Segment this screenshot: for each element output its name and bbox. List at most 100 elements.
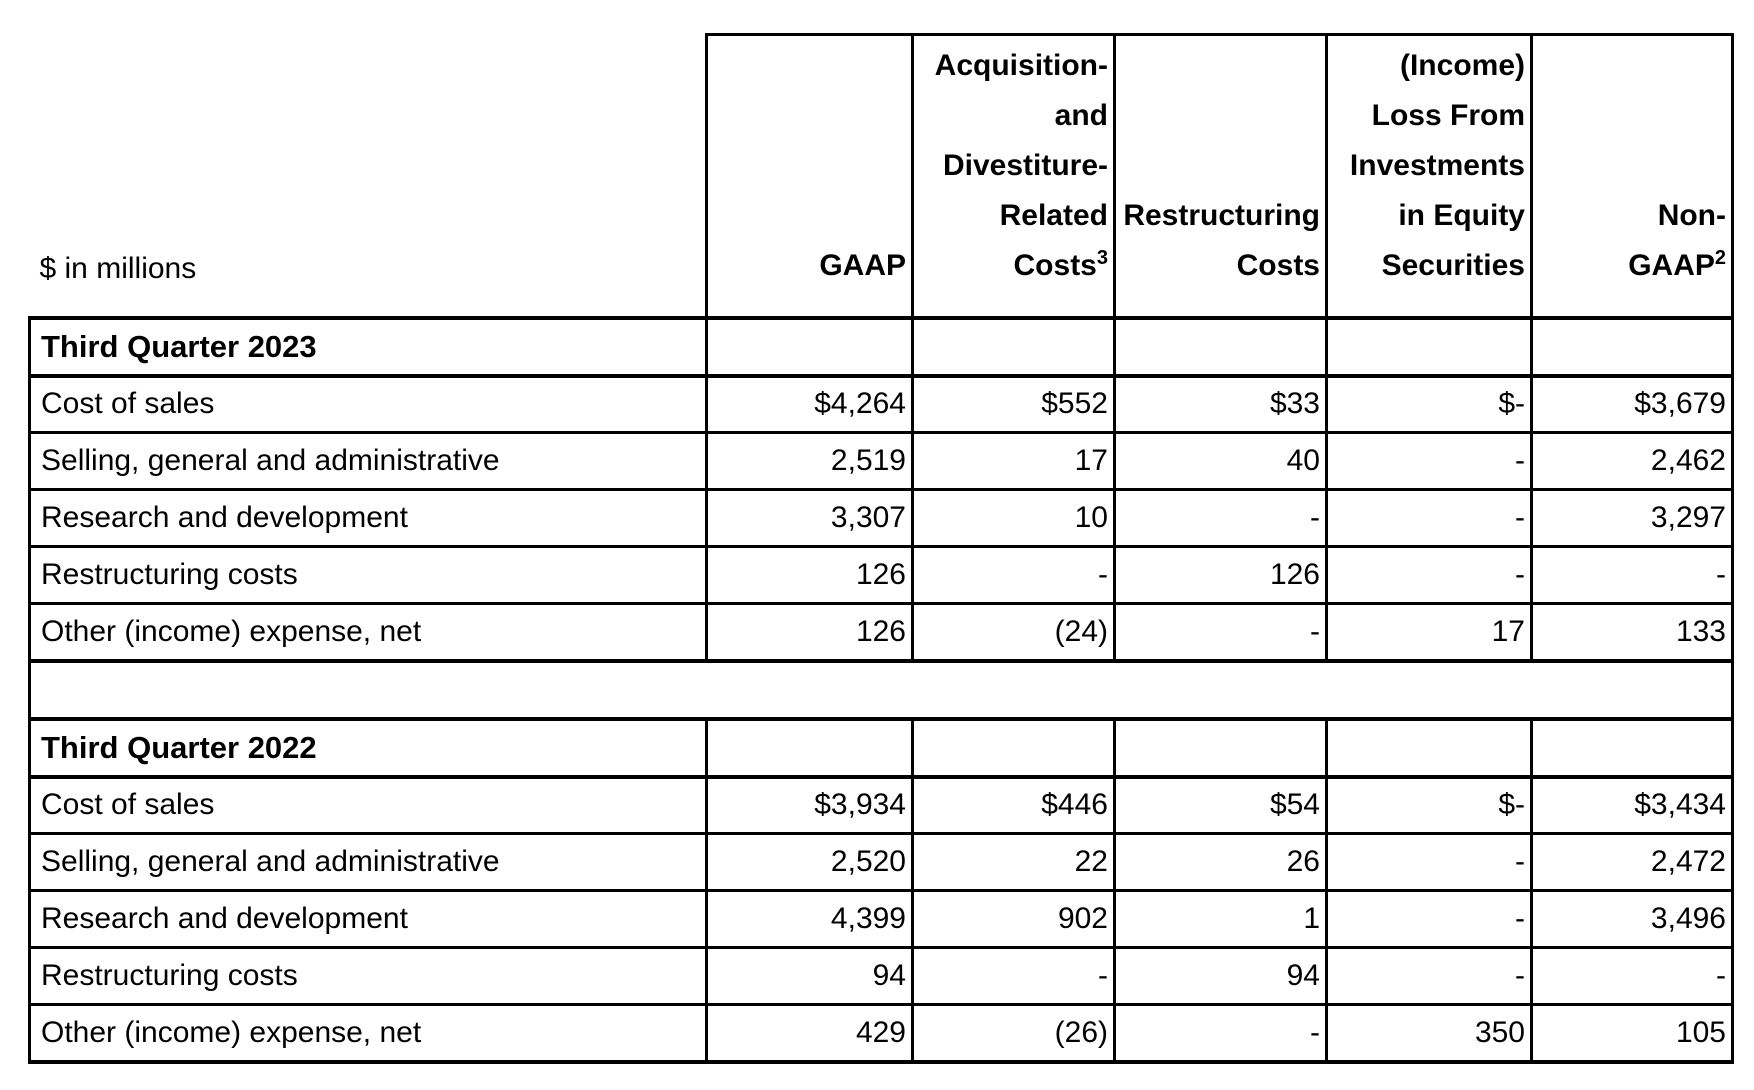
- value-cell: $54: [1113, 775, 1328, 835]
- unit-label: $ in millions: [29, 34, 707, 320]
- section-empty-cell: [705, 315, 914, 378]
- table-row: Cost of sales $3,934 $446 $54 $- $3,434: [28, 775, 1734, 835]
- row-label: Other (income) expense, net: [28, 602, 708, 663]
- section-header-row: Third Quarter 2023: [28, 315, 1734, 378]
- value-cell: 40: [1113, 431, 1328, 491]
- value-cell: $4,264: [705, 374, 914, 434]
- row-label: Other (income) expense, net: [28, 1003, 708, 1064]
- row-label: Selling, general and administrative: [28, 431, 708, 491]
- value-cell: -: [1325, 431, 1533, 491]
- column-header-line: Acquisition-: [934, 48, 1108, 82]
- value-cell: 126: [1113, 545, 1328, 605]
- value-cell: -: [1325, 488, 1533, 548]
- column-header-5: Non- GAAP2: [1530, 33, 1734, 320]
- column-header-line: Restructuring: [1123, 198, 1320, 232]
- table-row: Cost of sales $4,264 $552 $33 $- $3,679: [28, 374, 1734, 434]
- column-header-line: Securities: [1381, 248, 1525, 282]
- section-empty-cell: [1113, 315, 1328, 378]
- value-cell: 22: [911, 832, 1116, 892]
- value-cell: 17: [1325, 602, 1533, 663]
- value-cell: 126: [705, 545, 914, 605]
- value-cell: -: [1325, 889, 1533, 949]
- value-cell: 3,307: [705, 488, 914, 548]
- table-row: Restructuring costs 126-126- -: [28, 545, 1734, 605]
- value-cell: -: [1325, 545, 1533, 605]
- value-cell: 2,520: [705, 832, 914, 892]
- value-cell: 126: [705, 602, 914, 663]
- value-cell: (24): [911, 602, 1116, 663]
- column-header-3: Restructuring Costs: [1113, 33, 1328, 320]
- section-empty-cell: [911, 315, 1116, 378]
- column-header-1: GAAP: [705, 33, 914, 320]
- value-cell: 4,399: [705, 889, 914, 949]
- value-cell: -: [911, 946, 1116, 1006]
- value-cell: $33: [1113, 374, 1328, 434]
- table-row: Selling, general and administrative 2,520…: [28, 832, 1734, 892]
- column-header-line: Costs: [1236, 248, 1320, 282]
- table-row: Other (income) expense, net 429 (26) -350 10…: [28, 1003, 1734, 1064]
- value-cell: -: [1530, 946, 1734, 1006]
- column-header-row: $ in millions GAAP Acquisition-and Divestit…: [29, 33, 1734, 320]
- row-label: Research and development: [28, 488, 708, 548]
- value-cell: $446: [911, 775, 1116, 835]
- section-title: Third Quarter 2022: [28, 716, 708, 779]
- value-cell: 105: [1530, 1003, 1734, 1064]
- value-cell: -: [1325, 832, 1533, 892]
- value-cell: 3,496: [1530, 889, 1734, 949]
- value-cell: 2,462: [1530, 431, 1734, 491]
- table-row: Restructuring costs 94-94- -: [28, 946, 1734, 1006]
- column-header-line: GAAP: [819, 248, 906, 282]
- value-cell: -: [1325, 946, 1533, 1006]
- value-cell: 17: [911, 431, 1116, 491]
- table-row: Selling, general and administrative 2,519…: [28, 431, 1734, 491]
- value-cell: 94: [705, 946, 914, 1006]
- row-label: Cost of sales: [28, 775, 708, 835]
- value-cell: 2,519: [705, 431, 914, 491]
- value-cell: 3,297: [1530, 488, 1734, 548]
- table-row: Other (income) expense, net 126 (24) -17 133: [28, 602, 1734, 663]
- value-cell: 10: [911, 488, 1116, 548]
- column-header-line: and: [1054, 98, 1108, 132]
- footnote-marker: 2: [1714, 246, 1726, 269]
- value-cell: -: [911, 545, 1116, 605]
- value-cell: $3,434: [1530, 775, 1734, 835]
- value-cell: 429: [705, 1003, 914, 1064]
- column-header-line: Related: [999, 198, 1108, 232]
- value-cell: 350: [1325, 1003, 1533, 1064]
- column-header-2: Acquisition-and Divestiture- Related Costs3: [911, 33, 1116, 320]
- section-empty-cell: [1325, 315, 1533, 378]
- row-label: Research and development: [28, 889, 708, 949]
- column-header-4: (Income) Loss From Investments in Equity Sec…: [1325, 33, 1533, 320]
- table-row: Research and development 4,399 902 1-3,496: [28, 889, 1734, 949]
- section-spacer-row: [28, 660, 1734, 719]
- footnote-marker: 3: [1096, 246, 1108, 269]
- section-empty-cell: [1325, 716, 1533, 779]
- section-empty-cell: [1530, 315, 1734, 378]
- value-cell: -: [1113, 602, 1328, 663]
- value-cell: 133: [1530, 602, 1734, 663]
- value-cell: $3,934: [705, 775, 914, 835]
- column-header-line: Investments: [1349, 148, 1525, 182]
- value-cell: -: [1530, 545, 1734, 605]
- value-cell: 94: [1113, 946, 1328, 1006]
- row-label: Selling, general and administrative: [28, 832, 708, 892]
- value-cell: $3,679: [1530, 374, 1734, 434]
- value-cell: -: [1113, 488, 1328, 548]
- row-label: Restructuring costs: [28, 545, 708, 605]
- table-row: Research and development 3,307 10- -3,297: [28, 488, 1734, 548]
- value-cell: 1: [1113, 889, 1328, 949]
- section-header-row: Third Quarter 2022: [28, 716, 1734, 779]
- section-empty-cell: [705, 716, 914, 779]
- column-header-line: Loss From: [1371, 98, 1525, 132]
- value-cell: 26: [1113, 832, 1328, 892]
- value-cell: 2,472: [1530, 832, 1734, 892]
- reconciliation-table: $ in millions GAAP Acquisition-and Divestit…: [28, 33, 1734, 1064]
- section-empty-cell: [1113, 716, 1328, 779]
- value-cell: -: [1113, 1003, 1328, 1064]
- section-empty-cell: [1530, 716, 1734, 779]
- value-cell: 902: [911, 889, 1116, 949]
- row-label: Restructuring costs: [28, 946, 708, 1006]
- spacer-cell: [28, 660, 1734, 719]
- value-cell: $552: [911, 374, 1116, 434]
